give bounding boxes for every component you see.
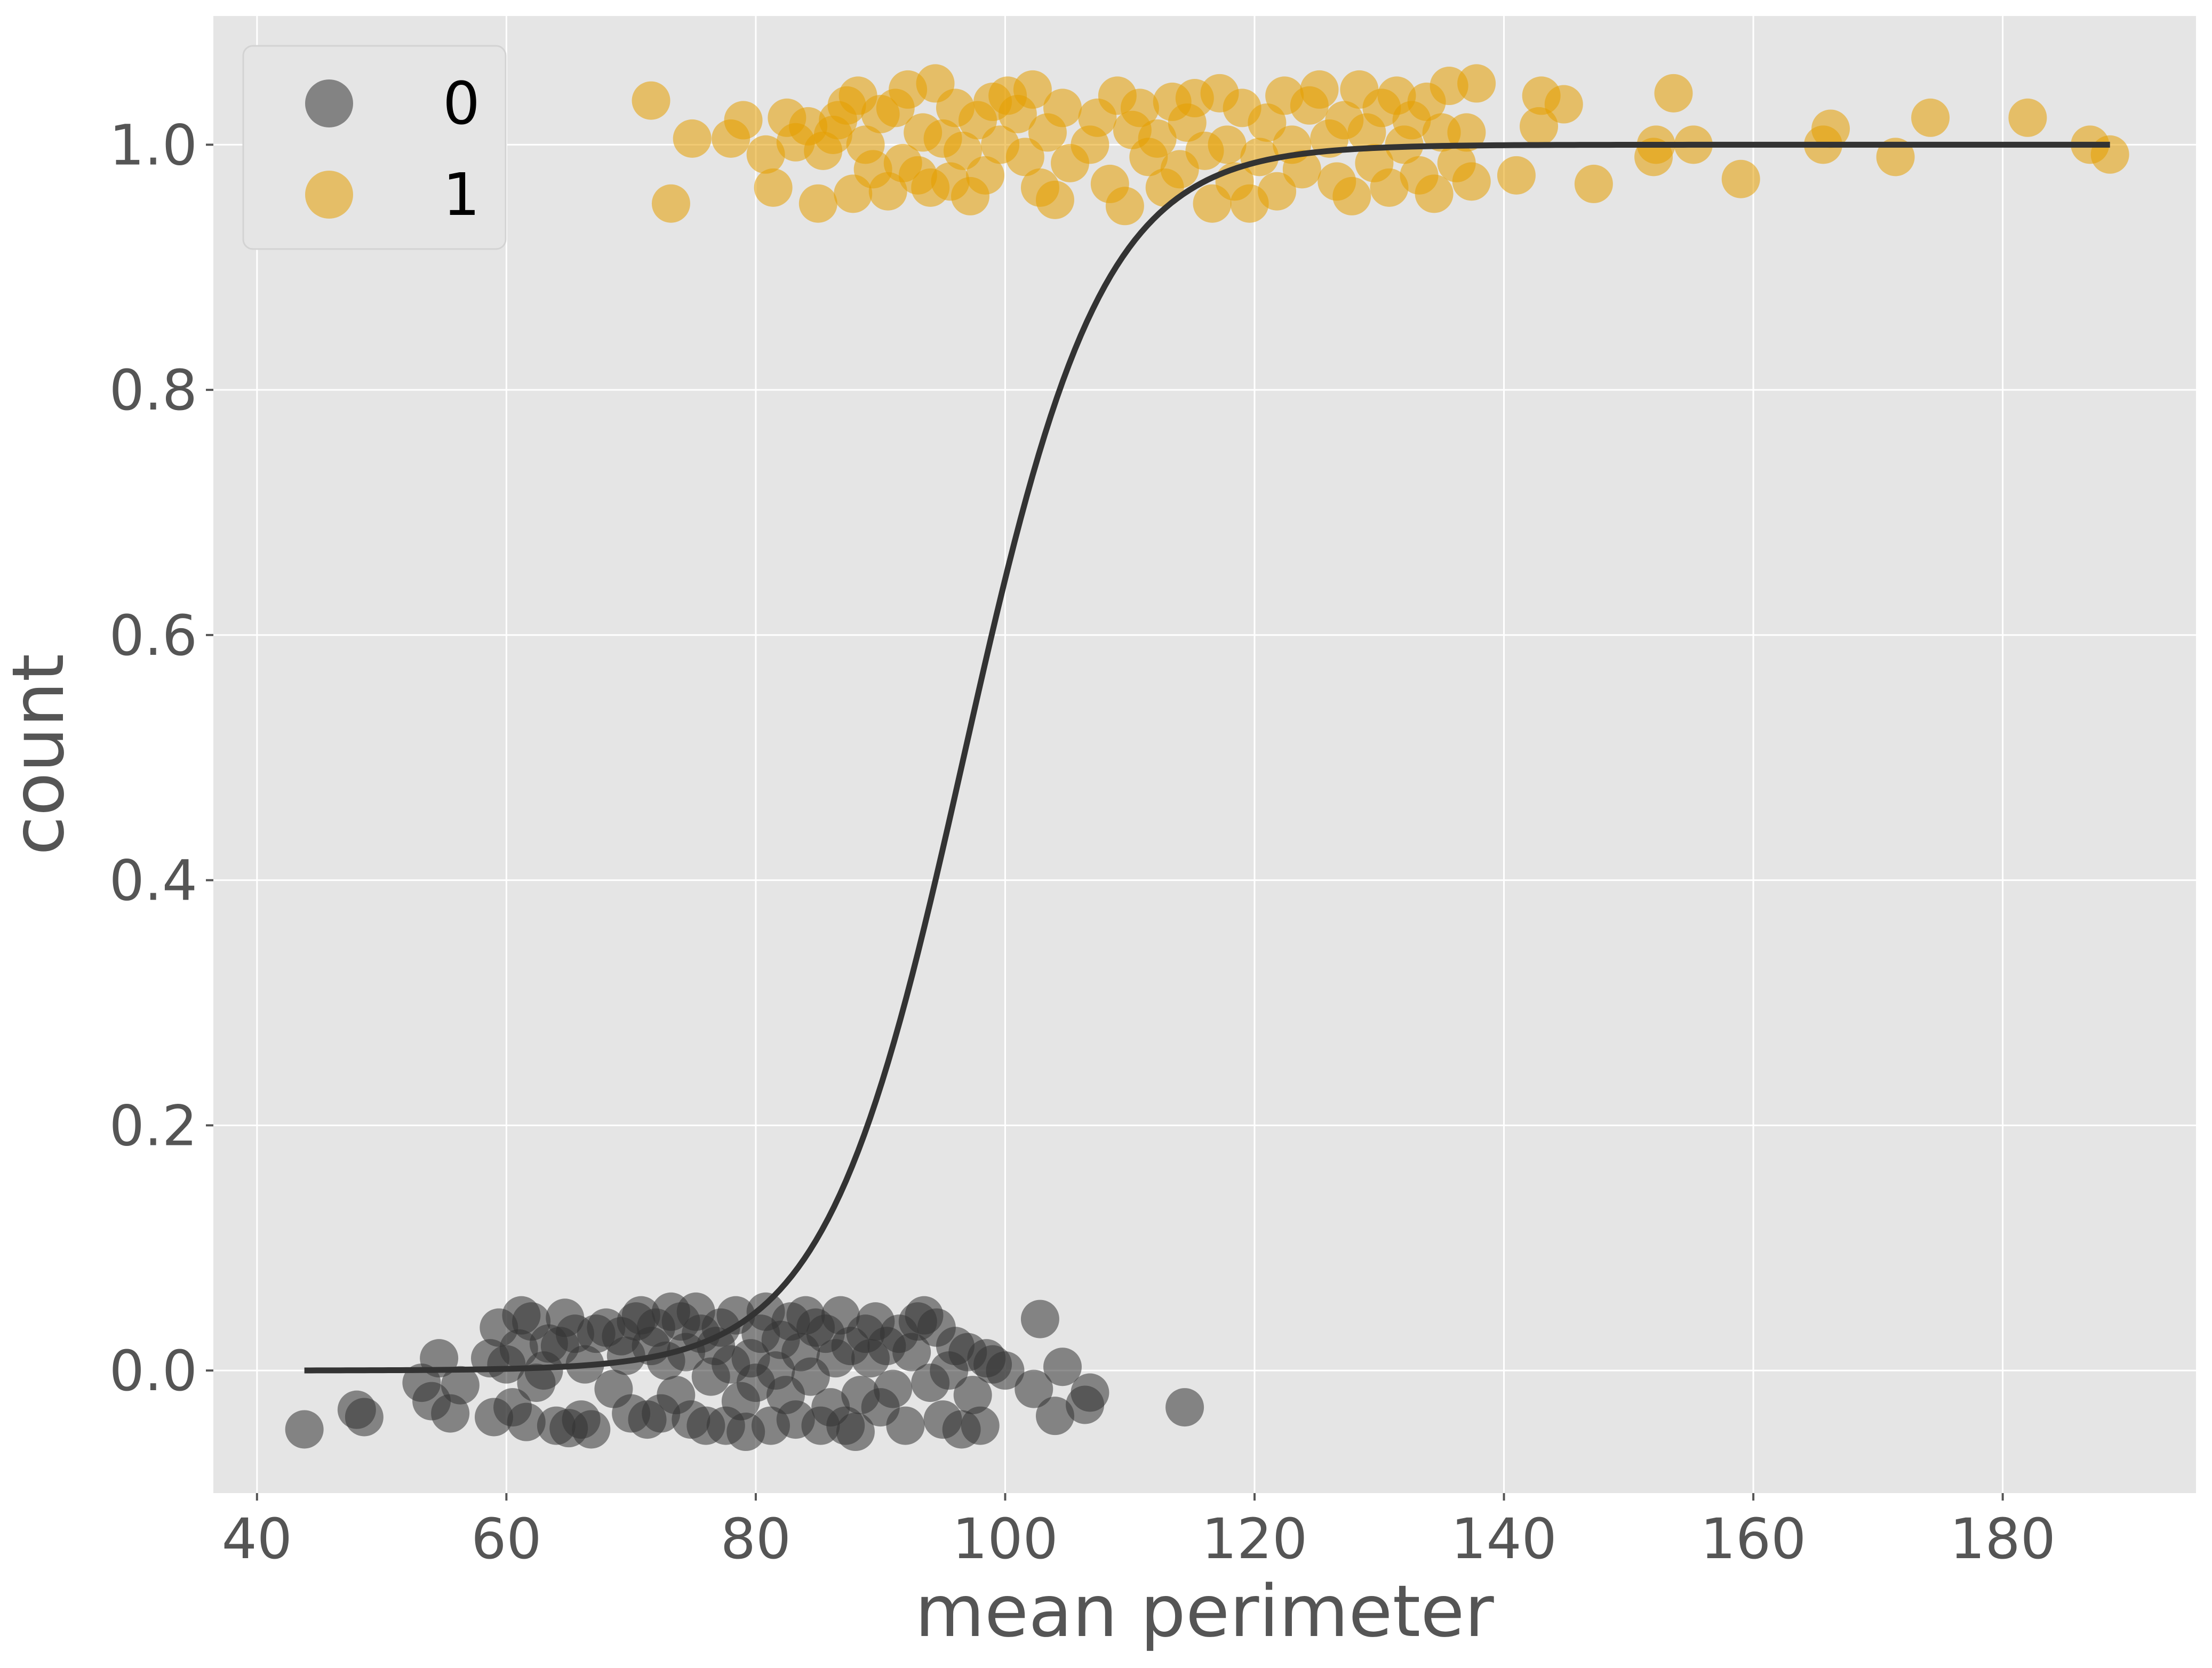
series-1-point [1452, 162, 1491, 201]
series-1-point [1654, 74, 1693, 113]
series-1-point [1415, 174, 1454, 213]
series-1-point [966, 156, 1005, 195]
series-1-point [868, 172, 907, 211]
series-0-point [1043, 1348, 1082, 1386]
series-0-point [953, 1376, 992, 1415]
legend-label-1: 1 [443, 161, 480, 229]
series-0-point [892, 1333, 931, 1372]
series-1-point [673, 119, 712, 158]
series-1-point [2090, 135, 2129, 174]
series-1-point [1005, 138, 1044, 177]
x-tick-labels: 40 60 80 100 120 140 160 180 [222, 1493, 2056, 1571]
x-tick-label: 40 [222, 1506, 292, 1571]
x-tick-label: 160 [1700, 1506, 1807, 1571]
series-0-point [1020, 1300, 1059, 1338]
y-tick-label: 0.8 [109, 358, 197, 423]
series-0-point [874, 1369, 913, 1408]
series-0-point [1035, 1397, 1074, 1436]
series-0-points [285, 1292, 1204, 1452]
series-1-point [1447, 113, 1486, 152]
legend-marker-0 [305, 79, 353, 127]
series-1-point [1258, 172, 1297, 211]
x-tick-label: 120 [1202, 1506, 1308, 1571]
series-1-point [1544, 85, 1583, 124]
series-1-point [1574, 164, 1613, 203]
series-0-point [836, 1413, 875, 1452]
y-tick-label: 0.2 [109, 1093, 197, 1158]
y-tick-labels: 0.0 0.2 0.4 0.6 0.8 1.0 [109, 113, 213, 1404]
x-tick-label: 60 [471, 1506, 541, 1571]
series-0-point [441, 1366, 480, 1405]
series-1-point [1497, 156, 1536, 195]
x-tick-label: 180 [1950, 1506, 2056, 1571]
series-1-point [1043, 89, 1082, 127]
series-1-point [1300, 70, 1339, 109]
y-tick-label: 1.0 [109, 113, 197, 178]
series-0-point [886, 1406, 925, 1445]
series-1-point [1811, 109, 1850, 148]
x-tick-label: 100 [952, 1506, 1058, 1571]
series-1-point [943, 131, 982, 170]
series-1-point [1105, 187, 1144, 226]
y-axis-label: count [0, 654, 80, 855]
series-1-point [1120, 89, 1159, 127]
series-1-point [754, 168, 793, 207]
series-1-point [1911, 98, 1950, 137]
legend: 0 1 [242, 45, 507, 250]
series-1-point [651, 184, 690, 223]
series-0-point [572, 1410, 611, 1449]
series-1-points [632, 64, 2129, 226]
y-tick-label: 0.0 [109, 1338, 197, 1404]
y-tick-label: 0.4 [109, 848, 197, 913]
legend-label-0: 0 [443, 69, 480, 138]
series-1-point [1430, 67, 1468, 106]
series-1-point [1013, 70, 1052, 109]
series-0-point [285, 1410, 324, 1449]
x-axis-label: mean perimeter [915, 1570, 1494, 1653]
series-0-point [1071, 1373, 1109, 1412]
legend-marker-1 [305, 171, 353, 219]
series-1-point [798, 184, 837, 223]
series-1-point [1138, 119, 1177, 158]
series-1-point [1457, 64, 1496, 103]
x-tick-label: 80 [721, 1506, 791, 1571]
series-1-point [632, 81, 670, 120]
series-1-point [746, 135, 785, 174]
series-0-point [507, 1402, 546, 1441]
y-tick-label: 0.6 [109, 603, 197, 668]
series-0-point [1015, 1369, 1053, 1408]
series-0-point [986, 1351, 1025, 1390]
series-1-point [1282, 150, 1321, 189]
series-1-point [1208, 125, 1247, 164]
series-1-point [1332, 177, 1371, 215]
series-0-point [1165, 1388, 1204, 1427]
series-1-point [1721, 159, 1760, 198]
series-1-point [2008, 98, 2047, 137]
series-1-point [1370, 168, 1409, 207]
series-0-point [345, 1398, 384, 1437]
x-tick-label: 140 [1451, 1506, 1557, 1571]
logistic-fit-line [304, 141, 2110, 1374]
series-1-point [1520, 107, 1559, 146]
series-1-point [1035, 180, 1074, 219]
series-0-point [961, 1406, 1000, 1445]
series-1-point [724, 101, 763, 140]
plot-background [213, 16, 2196, 1493]
